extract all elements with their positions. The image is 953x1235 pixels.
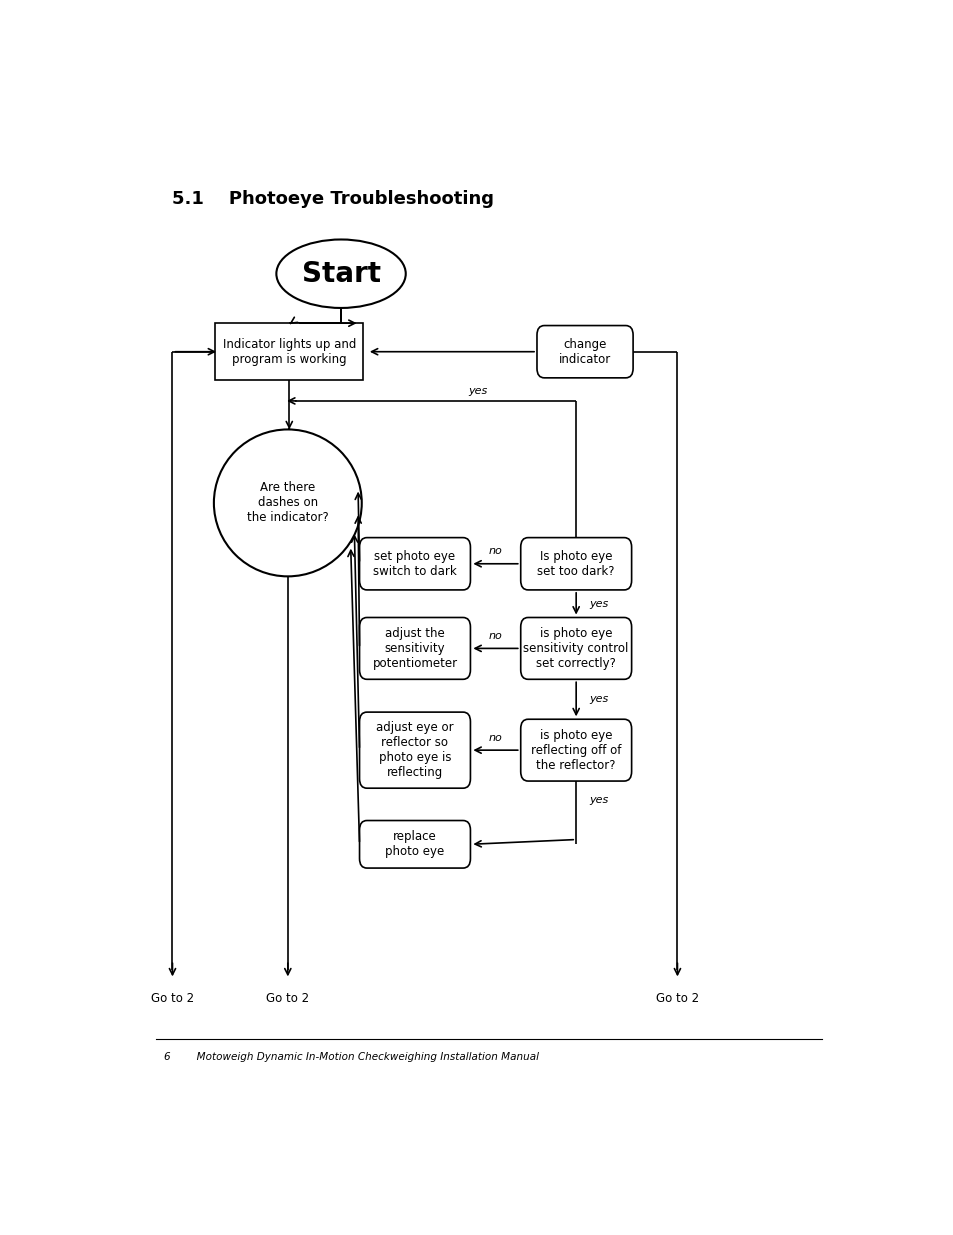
Text: Go to 2: Go to 2 bbox=[266, 992, 309, 1005]
Text: yes: yes bbox=[589, 694, 608, 704]
Bar bbox=[215, 324, 363, 380]
Text: yes: yes bbox=[589, 599, 608, 609]
Text: is photo eye
reflecting off of
the reflector?: is photo eye reflecting off of the refle… bbox=[531, 729, 620, 772]
Text: yes: yes bbox=[468, 387, 487, 396]
Text: no: no bbox=[488, 631, 502, 641]
FancyBboxPatch shape bbox=[520, 618, 631, 679]
Text: 6        Motoweigh Dynamic In-Motion Checkweighing Installation Manual: 6 Motoweigh Dynamic In-Motion Checkweigh… bbox=[164, 1052, 538, 1062]
FancyBboxPatch shape bbox=[520, 719, 631, 781]
Text: Is photo eye
set too dark?: Is photo eye set too dark? bbox=[537, 550, 615, 578]
Ellipse shape bbox=[276, 240, 405, 308]
FancyBboxPatch shape bbox=[359, 618, 470, 679]
FancyBboxPatch shape bbox=[359, 820, 470, 868]
Text: set photo eye
switch to dark: set photo eye switch to dark bbox=[373, 550, 456, 578]
Text: yes: yes bbox=[589, 795, 608, 805]
Text: no: no bbox=[488, 546, 502, 557]
Text: Start: Start bbox=[301, 259, 380, 288]
Text: change
indicator: change indicator bbox=[558, 337, 611, 366]
Text: 5.1    Photoeye Troubleshooting: 5.1 Photoeye Troubleshooting bbox=[172, 190, 494, 207]
Text: no: no bbox=[488, 732, 502, 742]
Text: Are there
dashes on
the indicator?: Are there dashes on the indicator? bbox=[247, 482, 329, 525]
FancyBboxPatch shape bbox=[359, 537, 470, 590]
Text: adjust eye or
reflector so
photo eye is
reflecting: adjust eye or reflector so photo eye is … bbox=[375, 721, 454, 779]
Text: Indicator lights up and
program is working: Indicator lights up and program is worki… bbox=[222, 337, 355, 366]
Ellipse shape bbox=[213, 430, 361, 577]
Text: Go to 2: Go to 2 bbox=[151, 992, 193, 1005]
FancyBboxPatch shape bbox=[359, 713, 470, 788]
Text: is photo eye
sensitivity control
set correctly?: is photo eye sensitivity control set cor… bbox=[523, 627, 628, 669]
Text: replace
photo eye: replace photo eye bbox=[385, 830, 444, 858]
FancyBboxPatch shape bbox=[520, 537, 631, 590]
Text: Go to 2: Go to 2 bbox=[656, 992, 699, 1005]
Text: adjust the
sensitivity
potentiometer: adjust the sensitivity potentiometer bbox=[372, 627, 457, 669]
FancyBboxPatch shape bbox=[537, 326, 633, 378]
